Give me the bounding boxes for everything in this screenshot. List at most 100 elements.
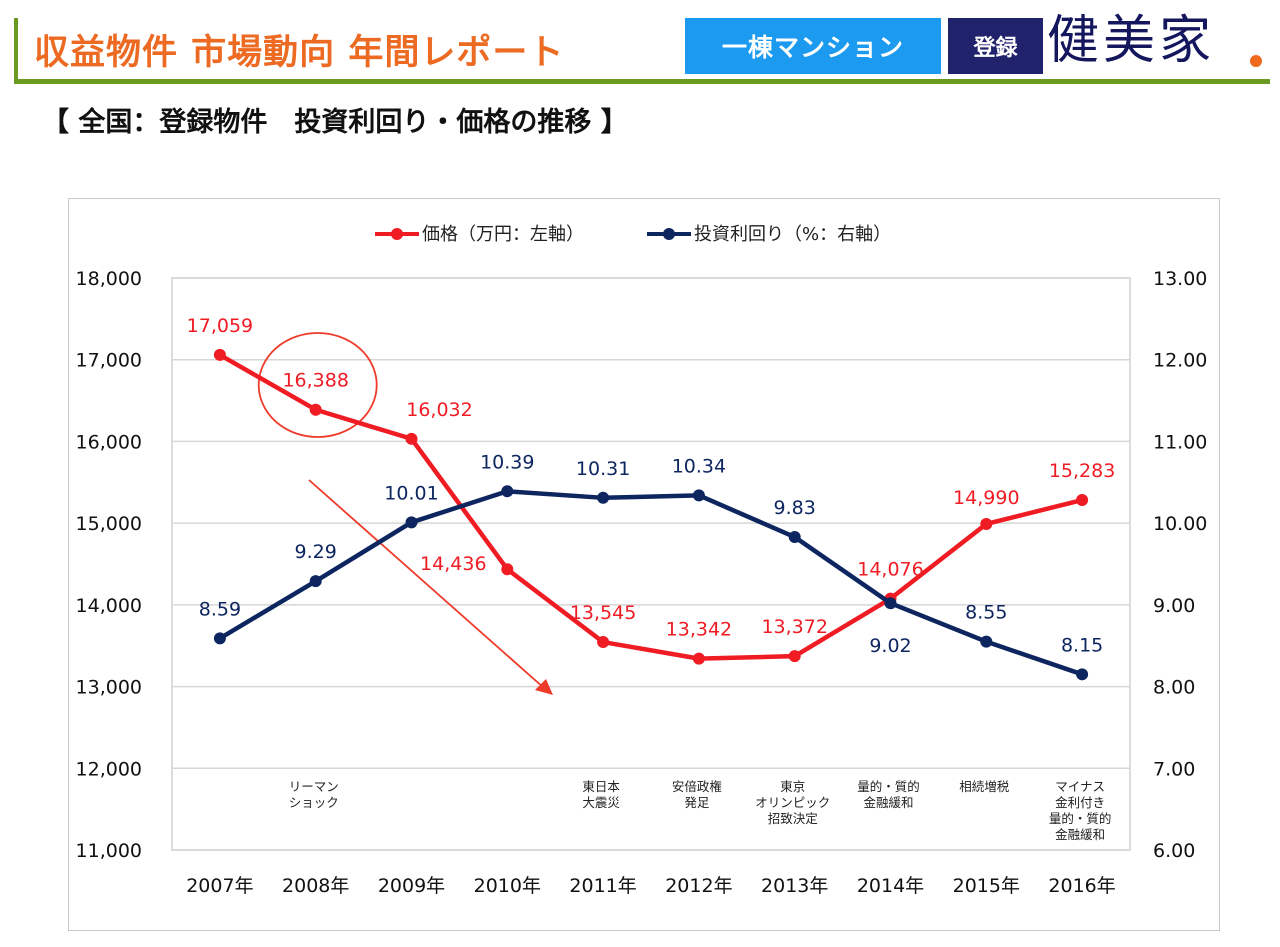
register-button[interactable]: 登録 — [948, 18, 1043, 74]
x-tick-label: 2013年 — [761, 875, 828, 897]
event-annotation-line: 発足 — [684, 795, 710, 810]
price-point — [597, 636, 610, 649]
yield-data-label: 10.31 — [576, 458, 630, 480]
price-data-label: 16,032 — [406, 399, 472, 421]
yield-point — [788, 531, 801, 544]
x-axis: 2007年 2008年 2009年 2010年 2011年 2012年 2013年 2014年… — [186, 875, 1116, 897]
y-right-tick-label: 9.00 — [1153, 595, 1195, 617]
event-annotation-line: 大震災 — [582, 795, 620, 810]
gridlines — [171, 277, 1131, 851]
price-point — [405, 432, 418, 445]
event-annotation-line: 安倍政権 — [672, 779, 722, 794]
price-data-label: 14,990 — [953, 487, 1019, 509]
x-tick-label: 2016年 — [1048, 875, 1115, 897]
x-tick-label: 2011年 — [569, 875, 636, 897]
brand-logo-dot — [1250, 55, 1262, 67]
legend-item-yield: 投資利回り（%：右軸） — [647, 224, 891, 245]
yield-point — [980, 635, 993, 648]
x-tick-label: 2015年 — [953, 875, 1020, 897]
y-left-tick-label: 15,000 — [76, 513, 142, 535]
yield-data-label: 9.29 — [295, 541, 337, 563]
yield-line — [218, 489, 1083, 677]
event-annotation-line: ショック — [289, 795, 339, 810]
legend-marker-icon — [391, 228, 403, 240]
header-divider — [14, 79, 1270, 84]
legend-marker-icon — [663, 228, 675, 240]
event-annotation-line: 量的・質的 — [1049, 811, 1112, 826]
yield-point — [501, 485, 514, 498]
price-data-label: 13,372 — [761, 616, 827, 638]
yield-data-label: 10.01 — [384, 482, 438, 504]
yield-data-label: 9.83 — [774, 497, 816, 519]
y-right-tick-label: 6.00 — [1153, 840, 1195, 862]
price-data-label: 17,059 — [187, 315, 253, 337]
price-data-label: 13,342 — [666, 619, 732, 641]
legend-item-price: 価格（万円：左軸） — [375, 224, 584, 245]
x-tick-label: 2008年 — [282, 875, 349, 897]
event-annotation-line: 量的・質的 — [857, 779, 920, 794]
yield-point — [213, 632, 226, 645]
event-annotation-line: 金融緩和 — [1055, 827, 1105, 842]
y-right-tick-label: 12.00 — [1153, 350, 1207, 372]
event-annotation-line: 招致決定 — [768, 811, 818, 826]
event-annotation-line: 金利付き — [1055, 795, 1105, 810]
price-point — [980, 517, 993, 530]
x-tick-label: 2014年 — [857, 875, 924, 897]
y-right-tick-label: 7.00 — [1153, 758, 1195, 780]
yield-data-label: 9.02 — [869, 635, 911, 657]
price-point — [309, 403, 322, 416]
yield-data-label: 10.39 — [480, 451, 534, 473]
price-point — [788, 650, 801, 663]
category-button-mansion[interactable]: 一棟マンション — [685, 18, 941, 74]
header-title-block: 収益物件 市場動向 年間レポート — [14, 18, 686, 80]
price-point — [1076, 494, 1089, 507]
y-left-tick-label: 13,000 — [76, 677, 142, 699]
yield-point — [1076, 668, 1089, 681]
y-right-tick-label: 8.00 — [1153, 677, 1195, 699]
chart-subtitle: 【 全国：登録物件 投資利回り・価格の推移 】 — [42, 107, 628, 138]
price-data-label: 15,283 — [1049, 460, 1115, 482]
trend-arrow-head — [535, 679, 553, 695]
price-data-label: 13,545 — [570, 602, 636, 624]
price-point — [213, 348, 226, 361]
event-annotation-line: 相続増税 — [959, 779, 1010, 794]
y-left-tick-label: 16,000 — [76, 431, 142, 453]
y-axis-right: 13.00 12.00 11.00 10.00 9.00 8.00 7.00 6.00 — [1153, 268, 1207, 862]
y-left-tick-label: 12,000 — [76, 758, 142, 780]
brand-logo[interactable]: 健美家 — [1047, 11, 1216, 71]
series-lines — [213, 348, 1089, 681]
y-right-tick-label: 13.00 — [1153, 268, 1207, 290]
legend-label: 投資利回り（%：右軸） — [694, 224, 891, 245]
event-annotation-line: オリンピック — [755, 795, 830, 810]
event-annotation-line: 金融緩和 — [863, 795, 913, 810]
event-annotation: 相続増税 — [959, 779, 1010, 794]
yield-data-label: 8.55 — [965, 602, 1007, 624]
price-data-label: 16,388 — [282, 370, 348, 392]
y-left-tick-label: 11,000 — [76, 840, 142, 862]
y-left-tick-label: 18,000 — [76, 268, 142, 290]
yield-point — [597, 491, 610, 504]
y-axis-left: 18,000 17,000 16,000 15,000 14,000 13,000 12,0… — [76, 268, 142, 862]
x-tick-label: 2007年 — [186, 875, 253, 897]
event-annotation-line: リーマン — [289, 779, 339, 794]
y-left-tick-label: 17,000 — [76, 350, 142, 372]
x-tick-label: 2010年 — [474, 875, 541, 897]
yield-point — [405, 516, 418, 529]
yield-point — [309, 575, 322, 588]
data-labels: 17,059 16,388 16,032 14,436 13,545 13,342 13,3… — [187, 315, 1116, 657]
y-right-tick-label: 10.00 — [1153, 513, 1207, 535]
event-annotation-line: 東日本 — [582, 779, 620, 794]
price-point — [692, 652, 705, 665]
x-tick-label: 2012年 — [665, 875, 732, 897]
yield-point — [884, 597, 897, 610]
legend: 価格（万円：左軸） 投資利回り（%：右軸） — [375, 224, 891, 245]
y-left-tick-label: 14,000 — [76, 595, 142, 617]
price-data-label: 14,436 — [420, 553, 486, 575]
y-right-tick-label: 11.00 — [1153, 431, 1207, 453]
